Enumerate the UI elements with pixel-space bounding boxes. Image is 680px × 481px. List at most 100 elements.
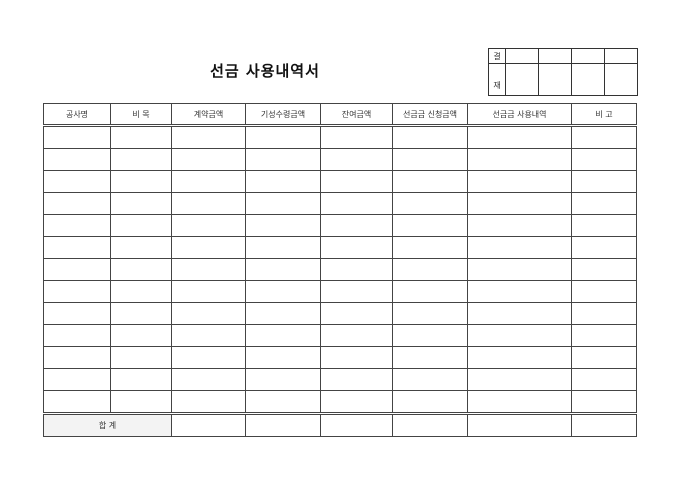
table-cell[interactable]	[392, 390, 468, 414]
table-cell[interactable]	[43, 125, 111, 149]
table-cell[interactable]	[392, 280, 468, 303]
table-cell[interactable]	[467, 368, 572, 391]
table-cell[interactable]	[245, 302, 321, 325]
table-cell[interactable]	[171, 148, 246, 171]
table-cell[interactable]	[320, 368, 393, 391]
table-cell[interactable]	[392, 170, 468, 193]
table-cell[interactable]	[110, 368, 172, 391]
total-cell[interactable]	[171, 412, 246, 437]
table-cell[interactable]	[171, 170, 246, 193]
table-cell[interactable]	[43, 324, 111, 347]
table-cell[interactable]	[392, 302, 468, 325]
table-cell[interactable]	[110, 346, 172, 369]
table-cell[interactable]	[571, 346, 637, 369]
table-cell[interactable]	[392, 368, 468, 391]
table-cell[interactable]	[110, 390, 172, 414]
table-cell[interactable]	[320, 148, 393, 171]
signature-cell[interactable]	[604, 63, 638, 96]
table-cell[interactable]	[43, 148, 111, 171]
table-cell[interactable]	[571, 192, 637, 215]
signature-cell[interactable]	[505, 63, 539, 96]
table-cell[interactable]	[571, 214, 637, 237]
table-cell[interactable]	[245, 170, 321, 193]
table-cell[interactable]	[110, 125, 172, 149]
table-cell[interactable]	[320, 258, 393, 281]
approval-cell[interactable]	[505, 48, 539, 64]
table-cell[interactable]	[571, 324, 637, 347]
table-cell[interactable]	[171, 302, 246, 325]
table-cell[interactable]	[320, 192, 393, 215]
table-cell[interactable]	[320, 170, 393, 193]
table-cell[interactable]	[392, 324, 468, 347]
table-cell[interactable]	[110, 324, 172, 347]
table-cell[interactable]	[110, 148, 172, 171]
table-cell[interactable]	[467, 258, 572, 281]
table-cell[interactable]	[320, 390, 393, 414]
table-cell[interactable]	[171, 280, 246, 303]
table-cell[interactable]	[392, 192, 468, 215]
table-cell[interactable]	[392, 258, 468, 281]
table-cell[interactable]	[392, 125, 468, 149]
table-cell[interactable]	[392, 236, 468, 259]
table-cell[interactable]	[467, 148, 572, 171]
table-cell[interactable]	[245, 258, 321, 281]
table-cell[interactable]	[43, 258, 111, 281]
table-cell[interactable]	[467, 324, 572, 347]
table-cell[interactable]	[392, 148, 468, 171]
table-cell[interactable]	[320, 302, 393, 325]
table-cell[interactable]	[571, 125, 637, 149]
table-cell[interactable]	[320, 324, 393, 347]
approval-cell[interactable]	[604, 48, 638, 64]
signature-cell[interactable]	[538, 63, 572, 96]
table-cell[interactable]	[245, 125, 321, 149]
table-cell[interactable]	[467, 170, 572, 193]
table-cell[interactable]	[320, 346, 393, 369]
total-cell[interactable]	[467, 412, 572, 437]
table-cell[interactable]	[245, 324, 321, 347]
table-cell[interactable]	[245, 280, 321, 303]
table-cell[interactable]	[320, 280, 393, 303]
table-cell[interactable]	[320, 125, 393, 149]
table-cell[interactable]	[467, 192, 572, 215]
table-cell[interactable]	[43, 280, 111, 303]
total-cell[interactable]	[392, 412, 468, 437]
table-cell[interactable]	[467, 346, 572, 369]
table-cell[interactable]	[171, 346, 246, 369]
table-cell[interactable]	[392, 214, 468, 237]
table-cell[interactable]	[110, 236, 172, 259]
table-cell[interactable]	[245, 214, 321, 237]
table-cell[interactable]	[43, 302, 111, 325]
table-cell[interactable]	[245, 390, 321, 414]
table-cell[interactable]	[43, 192, 111, 215]
table-cell[interactable]	[110, 192, 172, 215]
table-cell[interactable]	[245, 346, 321, 369]
table-cell[interactable]	[43, 170, 111, 193]
table-cell[interactable]	[467, 214, 572, 237]
table-cell[interactable]	[171, 368, 246, 391]
table-cell[interactable]	[571, 280, 637, 303]
table-cell[interactable]	[571, 302, 637, 325]
table-cell[interactable]	[110, 214, 172, 237]
table-cell[interactable]	[467, 302, 572, 325]
table-cell[interactable]	[571, 390, 637, 414]
table-cell[interactable]	[467, 280, 572, 303]
table-cell[interactable]	[110, 258, 172, 281]
total-cell[interactable]	[571, 412, 637, 437]
total-cell[interactable]	[320, 412, 393, 437]
table-cell[interactable]	[245, 148, 321, 171]
table-cell[interactable]	[171, 214, 246, 237]
table-cell[interactable]	[245, 368, 321, 391]
table-cell[interactable]	[43, 390, 111, 414]
table-cell[interactable]	[171, 236, 246, 259]
table-cell[interactable]	[320, 236, 393, 259]
table-cell[interactable]	[43, 368, 111, 391]
table-cell[interactable]	[392, 346, 468, 369]
table-cell[interactable]	[110, 170, 172, 193]
table-cell[interactable]	[571, 258, 637, 281]
table-cell[interactable]	[571, 170, 637, 193]
table-cell[interactable]	[110, 280, 172, 303]
table-cell[interactable]	[245, 236, 321, 259]
table-cell[interactable]	[467, 236, 572, 259]
approval-cell[interactable]	[571, 48, 605, 64]
table-cell[interactable]	[467, 390, 572, 414]
